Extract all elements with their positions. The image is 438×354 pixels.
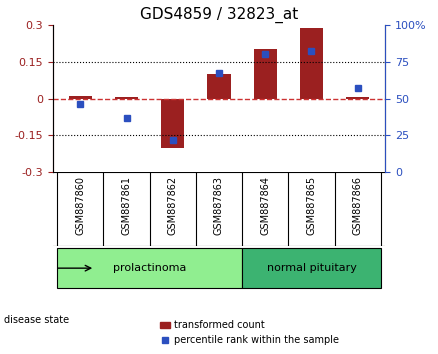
Text: GSM887865: GSM887865 <box>307 176 317 235</box>
Text: GSM887864: GSM887864 <box>260 176 270 235</box>
Bar <box>161 98 184 148</box>
Bar <box>208 74 230 98</box>
Bar <box>300 28 323 98</box>
Bar <box>69 96 92 98</box>
Text: GSM887862: GSM887862 <box>168 176 178 235</box>
Text: GSM887860: GSM887860 <box>75 176 85 235</box>
Text: GSM887861: GSM887861 <box>121 176 131 235</box>
FancyBboxPatch shape <box>57 248 242 288</box>
Text: GSM887863: GSM887863 <box>214 176 224 235</box>
FancyBboxPatch shape <box>242 248 381 288</box>
Text: GSM887866: GSM887866 <box>353 176 363 235</box>
Bar <box>254 49 277 98</box>
Bar <box>346 97 369 98</box>
Bar <box>115 97 138 98</box>
Title: GDS4859 / 32823_at: GDS4859 / 32823_at <box>140 7 298 23</box>
Text: prolactinoma: prolactinoma <box>113 263 186 273</box>
Text: disease state: disease state <box>4 315 70 325</box>
Legend: transformed count, percentile rank within the sample: transformed count, percentile rank withi… <box>156 316 343 349</box>
Text: normal pituitary: normal pituitary <box>267 263 357 273</box>
